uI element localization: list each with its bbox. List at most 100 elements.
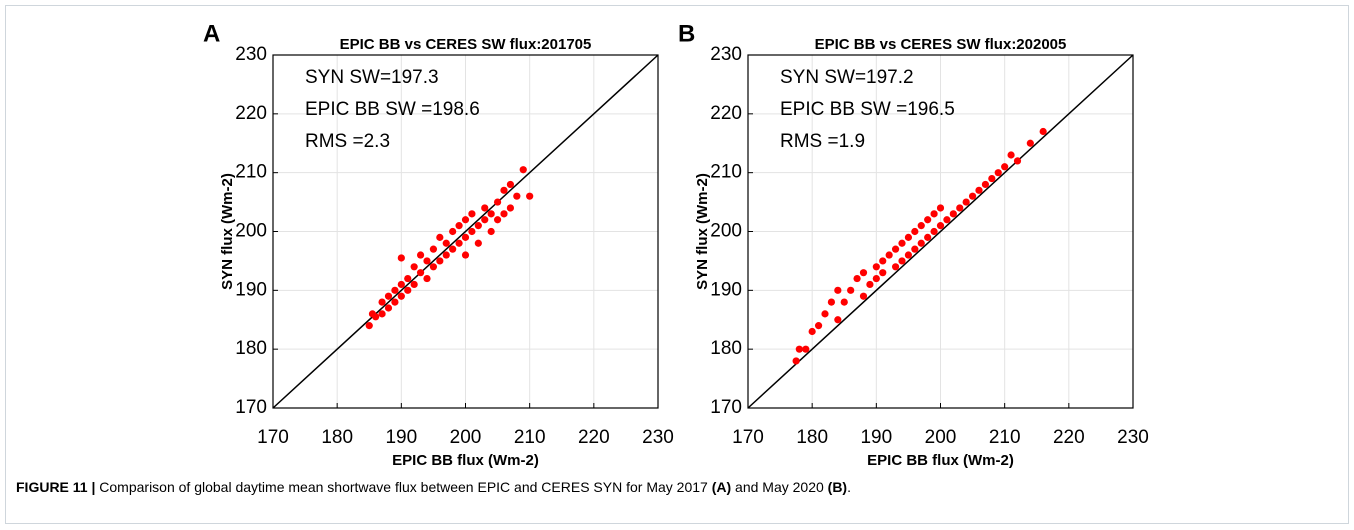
y-axis-label: SYN flux (Wm-2): [694, 173, 711, 290]
point: [423, 257, 431, 265]
one-to-one-line: [747, 54, 1134, 409]
point: [481, 204, 489, 212]
point: [1007, 151, 1015, 159]
point: [404, 286, 412, 294]
point: [872, 263, 880, 271]
point: [461, 233, 470, 241]
x-tick-label: 210: [514, 427, 546, 448]
point: [449, 227, 457, 236]
point: [898, 257, 906, 265]
y-tick-label: 230: [710, 44, 742, 65]
figure-border: [5, 5, 1349, 524]
point: [866, 280, 874, 289]
point: [468, 227, 476, 236]
point: [500, 210, 508, 218]
point: [526, 192, 534, 200]
point: [847, 286, 855, 294]
x-tick-label: 180: [321, 427, 353, 448]
point: [397, 280, 405, 289]
point: [981, 180, 990, 189]
y-tick-label: 210: [235, 162, 267, 183]
point: [975, 186, 983, 194]
point: [808, 327, 816, 336]
y-tick-label: 180: [235, 338, 267, 359]
point: [384, 304, 393, 312]
y-tick-label: 220: [710, 103, 742, 124]
caption-part: .: [847, 479, 851, 495]
point: [962, 198, 970, 206]
point: [474, 222, 482, 230]
point: [994, 169, 1002, 177]
point: [917, 222, 925, 230]
caption-part: FIGURE 11 |: [16, 479, 95, 495]
point: [410, 280, 418, 289]
point: [834, 316, 842, 324]
point: [378, 310, 386, 318]
y-axis-label: SYN flux (Wm-2): [219, 173, 236, 290]
point: [911, 245, 919, 253]
y-tick-label: 200: [710, 221, 742, 242]
point: [859, 292, 868, 300]
caption: FIGURE 11 | Comparison of global daytime…: [16, 479, 851, 495]
chart-title: EPIC BB vs CERES SW flux:201705: [340, 36, 592, 53]
y-tick-label: 200: [235, 221, 267, 242]
point: [853, 274, 861, 283]
point: [436, 233, 444, 241]
point: [423, 274, 431, 283]
point: [416, 251, 425, 259]
point: [404, 274, 412, 283]
panel-label: A: [203, 20, 220, 47]
point: [1013, 157, 1022, 165]
point: [904, 233, 913, 241]
y-tick-label: 190: [235, 279, 267, 300]
point: [936, 204, 945, 212]
x-tick-label: 220: [578, 427, 610, 448]
point: [840, 298, 848, 306]
panel-label: B: [678, 20, 695, 47]
point: [493, 198, 502, 206]
caption-part: and May 2020: [731, 479, 828, 495]
point: [930, 210, 938, 218]
point: [481, 216, 489, 224]
point: [949, 210, 957, 218]
point: [988, 174, 996, 183]
point: [449, 245, 457, 253]
x-tick-label: 190: [385, 427, 417, 448]
point: [429, 263, 438, 271]
point: [487, 210, 495, 218]
point: [506, 204, 515, 212]
annotation: SYN SW=197.3: [305, 67, 439, 88]
point: [474, 239, 482, 247]
plot-frame: [272, 54, 659, 409]
point: [956, 204, 964, 212]
point: [461, 251, 470, 259]
point: [1001, 163, 1009, 171]
x-tick-label: 220: [1053, 427, 1085, 448]
annotation: RMS =2.3: [305, 131, 390, 152]
point: [802, 345, 810, 353]
point: [904, 251, 913, 259]
point: [397, 254, 405, 262]
point: [493, 216, 502, 224]
x-tick-label: 200: [450, 427, 482, 448]
point: [436, 257, 444, 265]
point: [924, 216, 932, 224]
point: [416, 269, 425, 277]
point: [506, 180, 515, 189]
point: [859, 269, 868, 277]
point: [968, 192, 977, 200]
point: [468, 210, 476, 218]
y-tick-label: 170: [235, 397, 267, 418]
x-tick-label: 170: [732, 427, 764, 448]
point: [391, 298, 399, 306]
point: [442, 239, 450, 247]
point: [397, 292, 405, 300]
point: [372, 313, 380, 321]
point: [930, 227, 938, 236]
y-tick-label: 180: [710, 338, 742, 359]
x-tick-label: 180: [796, 427, 828, 448]
y-tick-label: 220: [235, 103, 267, 124]
y-tick-label: 210: [710, 162, 742, 183]
point: [827, 298, 836, 306]
